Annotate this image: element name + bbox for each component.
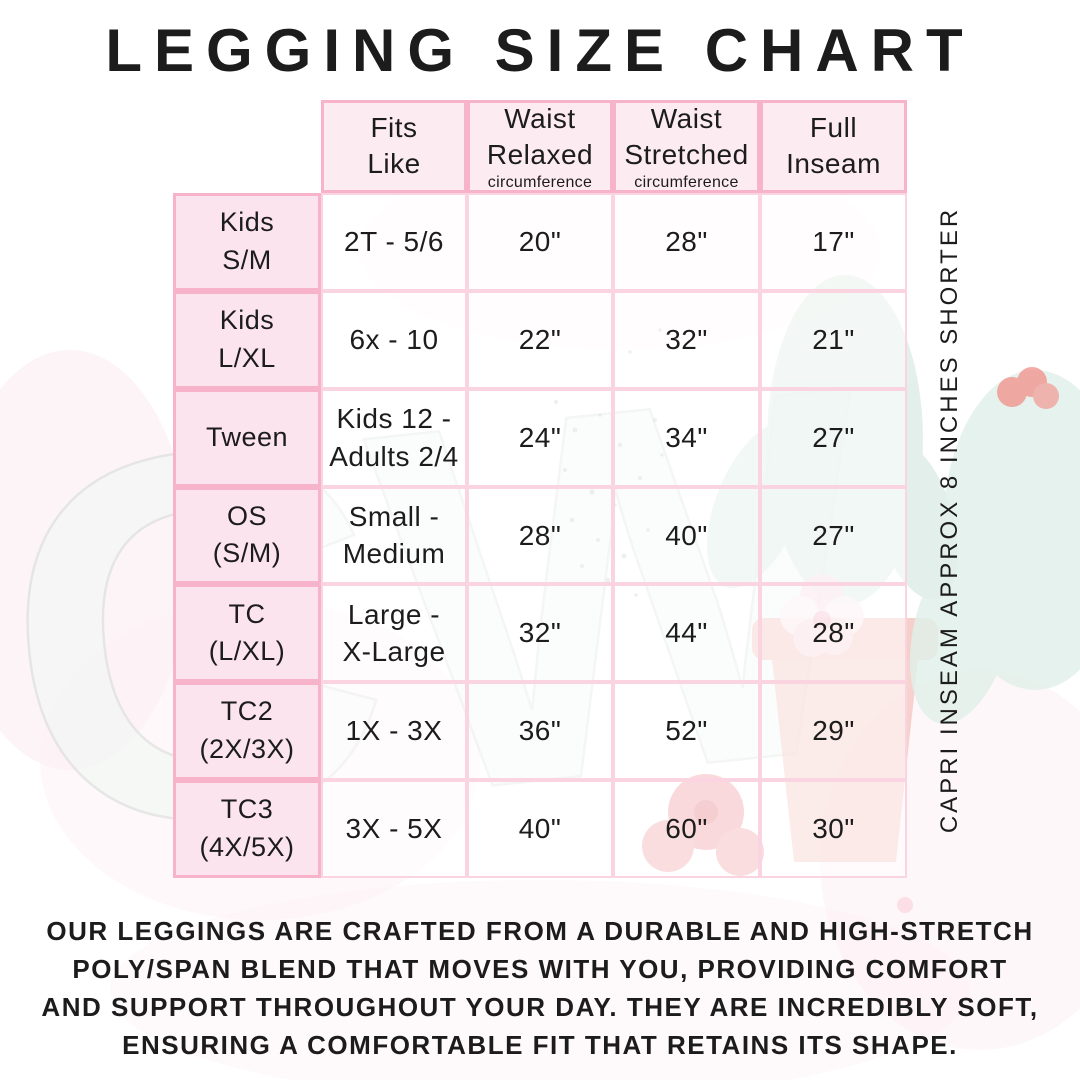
column-header-waist-relaxed: Waist Relaxed circumference [467,100,613,193]
coral-bloom-illustration [997,367,1059,409]
waist-relaxed-cell: 32" [467,584,613,683]
column-header-label: Waist Stretched [624,102,749,170]
waist-stretched-cell: 44" [613,584,760,683]
column-header-full-inseam: Full Inseam [760,100,907,193]
fits-like-cell: Small - Medium [321,486,467,585]
fits-like-cell: Large - X-Large [321,584,467,683]
column-header-label: Full Inseam [786,111,881,179]
full-inseam-cell: 30" [760,780,907,878]
corner-spacer [173,100,321,193]
size-label-cell: TC3 (4X/5X) [173,780,321,878]
size-label-cell: Kids L/XL [173,290,321,389]
size-label-cell: Kids S/M [173,193,321,291]
fits-like-cell: 2T - 5/6 [321,193,467,291]
full-inseam-cell: 27" [760,486,907,585]
product-description: OUR LEGGINGS ARE CRAFTED FROM A DURABLE … [41,916,1039,1060]
full-inseam-cell: 29" [760,682,907,781]
full-inseam-cell: 28" [760,584,907,683]
waist-stretched-cell: 40" [613,486,760,585]
waist-stretched-cell: 32" [613,290,760,389]
size-label-cell: OS (S/M) [173,486,321,585]
size-label-cell: TC2 (2X/3X) [173,682,321,781]
waist-stretched-cell: 60" [613,780,760,878]
pink-splash [110,880,970,1080]
column-header-waist-stretched: Waist Stretched circumference [613,100,760,193]
fits-like-cell: 1X - 3X [321,682,467,781]
full-inseam-cell: 17" [760,193,907,291]
column-header-label: Waist Relaxed [486,102,594,170]
full-inseam-cell: 27" [760,388,907,487]
column-header-fits-like: Fits Like [321,100,467,193]
pink-dot [897,897,913,913]
size-label-cell: Tween [173,388,321,487]
waist-relaxed-cell: 36" [467,682,613,781]
waist-relaxed-cell: 24" [467,388,613,487]
pink-splash [0,350,190,770]
size-chart-table: Fits Like Waist Relaxed circumference Wa… [173,100,907,878]
waist-relaxed-cell: 28" [467,486,613,585]
size-label-cell: TC (L/XL) [173,584,321,683]
cactus-illustration [909,370,1080,724]
full-inseam-cell: 21" [760,290,907,389]
waist-stretched-cell: 28" [613,193,760,291]
fits-like-cell: Kids 12 - Adults 2/4 [321,388,467,487]
fits-like-cell: 6x - 10 [321,290,467,389]
waist-relaxed-cell: 40" [467,780,613,878]
waist-relaxed-cell: 22" [467,290,613,389]
fits-like-cell: 3X - 5X [321,780,467,878]
waist-stretched-cell: 34" [613,388,760,487]
column-header-subtext: circumference [487,174,593,192]
waist-stretched-cell: 52" [613,682,760,781]
column-header-label: Fits Like [367,111,421,179]
waist-relaxed-cell: 20" [467,193,613,291]
column-header-subtext: circumference [634,174,739,192]
capri-inseam-note: CAPRI INSEAM APPROX 8 INCHES SHORTER [936,206,963,834]
page-title: LEGGING SIZE CHART [105,17,975,84]
